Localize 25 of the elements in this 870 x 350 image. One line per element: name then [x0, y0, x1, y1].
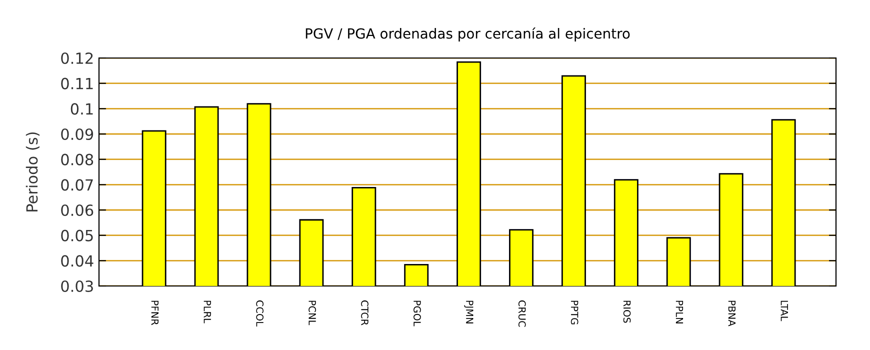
y-axis-title: Periodo (s)	[26, 132, 40, 212]
x-tick-label: PLRL	[204, 300, 211, 324]
y-tick-label: 0.06	[61, 204, 94, 216]
y-tick-label: 0.08	[61, 154, 94, 166]
y-tick-label: 0.05	[61, 230, 93, 242]
chart-title: PGV / PGA ordenadas por cercanía al epicentro	[306, 27, 630, 42]
x-tick-label: RIOS	[623, 300, 631, 323]
x-tick-label: CTCR	[361, 300, 368, 326]
x-tick-label: PPTG	[570, 300, 578, 324]
y-tick-label: 0.1	[70, 103, 93, 115]
y-tick-label: 0.03	[61, 280, 93, 292]
y-tick-label: 0.12	[61, 52, 93, 64]
x-tick-label: CRUC	[518, 300, 526, 327]
x-tick-label: PBNA	[728, 300, 736, 326]
y-tick-label: 0.11	[61, 78, 93, 90]
x-tick-label: LTAL	[780, 300, 788, 322]
x-tick-label: PFNR	[151, 300, 158, 326]
x-tick-label: PJMN	[464, 300, 474, 324]
x-tick-label: CCOL	[256, 300, 264, 326]
y-tick-label: 0.04	[61, 255, 94, 267]
x-tick-label: PPLN	[676, 300, 684, 324]
y-tick-label: 0.09	[61, 128, 94, 140]
x-tick-label: PCNL	[308, 300, 316, 326]
x-tick-label: PGOL	[414, 300, 421, 326]
y-tick-label: 0.07	[61, 179, 93, 191]
